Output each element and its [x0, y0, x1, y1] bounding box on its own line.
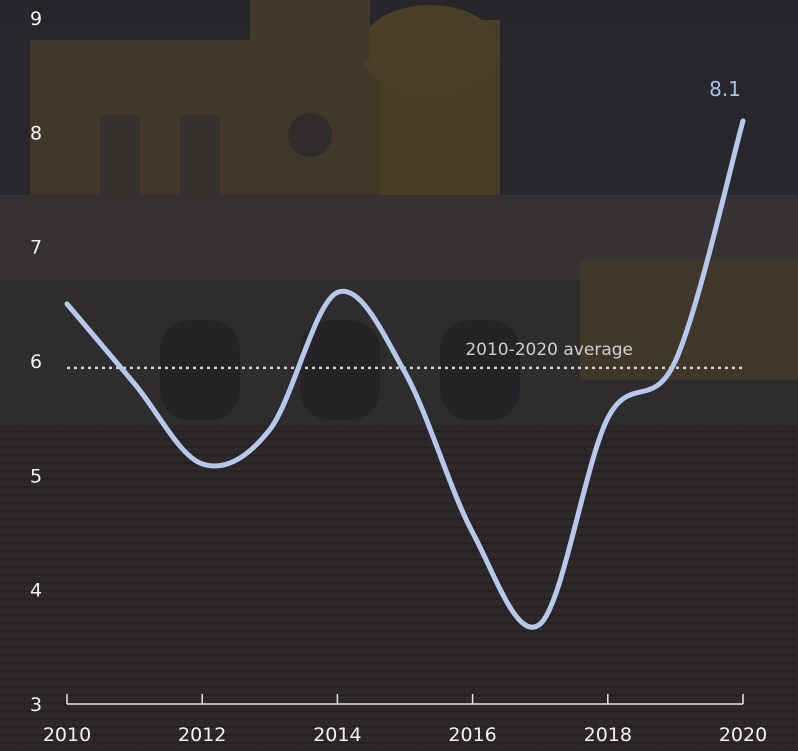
- x-tick-label: 2014: [313, 724, 361, 746]
- bg-rose-window: [288, 113, 332, 157]
- data-points: [65, 119, 745, 626]
- y-tick-label: 7: [30, 237, 42, 259]
- x-tick-label: 2012: [178, 724, 226, 746]
- y-tick-label: 6: [30, 351, 42, 373]
- x-tick-label: 2018: [584, 724, 632, 746]
- average-label: 2010-2020 average: [465, 340, 633, 360]
- y-tick-label: 5: [30, 465, 42, 487]
- y-axis-labels: 3 4 5 6 7 8 9: [30, 8, 42, 716]
- end-value-label: 8.1: [709, 77, 741, 101]
- x-tick-label: 2016: [448, 724, 496, 746]
- series-line: [64, 118, 746, 630]
- y-tick-label: 4: [30, 580, 42, 602]
- bg-arch: [160, 320, 240, 420]
- x-tick-label: 2020: [719, 724, 767, 746]
- bg-arch: [300, 320, 380, 420]
- bg-tower: [250, 0, 370, 60]
- bg-arch-window: [180, 115, 220, 195]
- y-tick-label: 3: [30, 694, 42, 716]
- y-tick-label: 9: [30, 8, 42, 30]
- x-axis: 2010 2012 2014 2016 2018 2020: [43, 694, 767, 746]
- bg-arch-window: [100, 115, 140, 195]
- x-tick-label: 2010: [43, 724, 91, 746]
- y-tick-label: 8: [30, 122, 42, 144]
- bg-dome: [360, 5, 500, 95]
- bg-tiled-roofs: [0, 425, 798, 751]
- bg-arch: [440, 320, 520, 420]
